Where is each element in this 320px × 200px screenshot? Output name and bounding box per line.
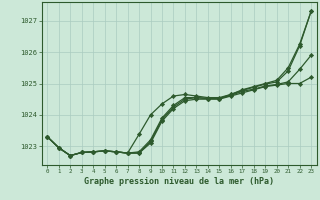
X-axis label: Graphe pression niveau de la mer (hPa): Graphe pression niveau de la mer (hPa) [84,177,274,186]
